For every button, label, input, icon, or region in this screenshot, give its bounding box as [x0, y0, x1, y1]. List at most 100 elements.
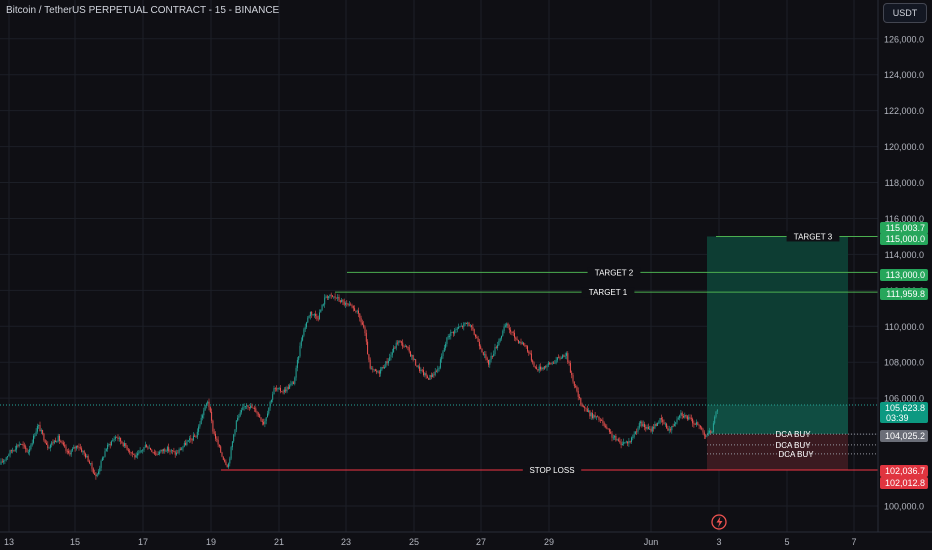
candle-body	[671, 425, 673, 431]
candle-body	[666, 423, 668, 429]
candle-body	[265, 417, 267, 421]
level-label: DCA BUY	[778, 450, 814, 459]
candle-body	[424, 373, 426, 376]
candle-body	[634, 431, 636, 435]
candle-body	[137, 453, 138, 456]
candle-body	[449, 335, 450, 337]
candle-body	[209, 407, 211, 412]
candle-body	[393, 347, 395, 353]
candle-body	[484, 354, 486, 356]
candle-body	[373, 369, 375, 371]
candle-body	[43, 433, 45, 441]
candle-body	[259, 414, 261, 418]
candle-body	[239, 412, 241, 416]
candle-body	[378, 371, 380, 374]
candle-body	[287, 387, 289, 389]
candle-body	[473, 329, 475, 335]
y-tick-label: 122,000.0	[884, 106, 924, 116]
candle-body	[198, 426, 200, 432]
candle-body	[224, 459, 226, 462]
candle-body	[185, 442, 187, 445]
candle-body	[83, 451, 85, 454]
candle-body	[694, 424, 696, 426]
x-tick-label: 3	[716, 537, 721, 547]
y-tick-label: 118,000.0	[885, 178, 924, 188]
candle-body	[238, 415, 240, 418]
candle-body	[99, 467, 101, 472]
candle-body	[675, 422, 677, 424]
candle-body	[34, 435, 36, 437]
candle-body	[205, 403, 207, 406]
candle-body	[286, 387, 288, 392]
candle-body	[391, 352, 393, 355]
candle-body	[551, 362, 553, 364]
candle-body	[707, 432, 709, 436]
candle-body	[156, 453, 158, 455]
candle-body	[598, 416, 600, 420]
candle-body	[81, 448, 83, 452]
candle-body	[537, 369, 539, 371]
candle-body	[348, 304, 350, 306]
candle-body	[486, 358, 488, 360]
candle-body	[389, 357, 391, 361]
candle-body	[673, 423, 675, 427]
y-tick-label: 116,000.0	[885, 214, 924, 224]
candle-body	[376, 370, 378, 373]
candle-body	[17, 445, 19, 447]
candle-body	[337, 297, 339, 299]
price-tag	[880, 269, 928, 281]
candle-body	[363, 324, 365, 328]
candle-body	[192, 435, 194, 441]
candle-body	[133, 453, 135, 455]
y-tick-label: 110,000.0	[885, 322, 924, 332]
candle-body	[325, 296, 327, 298]
candle-body	[367, 341, 369, 355]
price-tag-label: 113,000.0	[886, 270, 925, 280]
candle-body	[267, 413, 268, 418]
candle-body	[300, 340, 302, 346]
candle-body	[423, 370, 424, 376]
candle-body	[495, 347, 497, 349]
candle-body	[624, 441, 626, 443]
candle-body	[151, 449, 153, 452]
candle-body	[241, 410, 242, 413]
candle-body	[129, 450, 131, 453]
currency-button[interactable]: USDT	[883, 3, 927, 23]
candle-body	[696, 422, 697, 425]
candle-body	[103, 456, 105, 458]
time-axis[interactable]: 13 15 17 19 21 23 25 27 29 Jun 3 5 7	[4, 537, 857, 547]
candle-body	[170, 450, 172, 452]
candle-body	[187, 440, 189, 442]
level-label-bg	[587, 267, 641, 278]
candle-body	[647, 426, 649, 430]
candle-body	[313, 314, 315, 315]
candle-body	[1, 461, 3, 463]
candle-body	[161, 449, 163, 452]
candle-body	[655, 424, 657, 426]
candle-body	[114, 436, 116, 440]
candle-body	[581, 404, 583, 407]
candle-body	[254, 407, 255, 409]
candle-body	[289, 385, 291, 389]
candle-body	[529, 353, 531, 354]
candle-body	[96, 473, 98, 477]
candle-body	[16, 445, 18, 450]
candle-body	[428, 378, 430, 380]
candle-body	[524, 345, 526, 347]
candle-body	[23, 445, 25, 447]
flash-icon[interactable]	[711, 514, 727, 530]
candle-body	[688, 417, 690, 420]
candle-body	[159, 451, 161, 455]
candle-body	[25, 446, 27, 450]
candle-body	[465, 322, 467, 324]
x-tick-label: 7	[851, 537, 856, 547]
candle-body	[44, 440, 46, 443]
candle-body	[504, 325, 506, 327]
candle-body	[26, 449, 28, 453]
candle-body	[432, 374, 434, 378]
candle-body	[332, 295, 333, 297]
candle-body	[511, 331, 513, 333]
candle-body	[611, 433, 613, 438]
candle-body	[98, 471, 99, 474]
